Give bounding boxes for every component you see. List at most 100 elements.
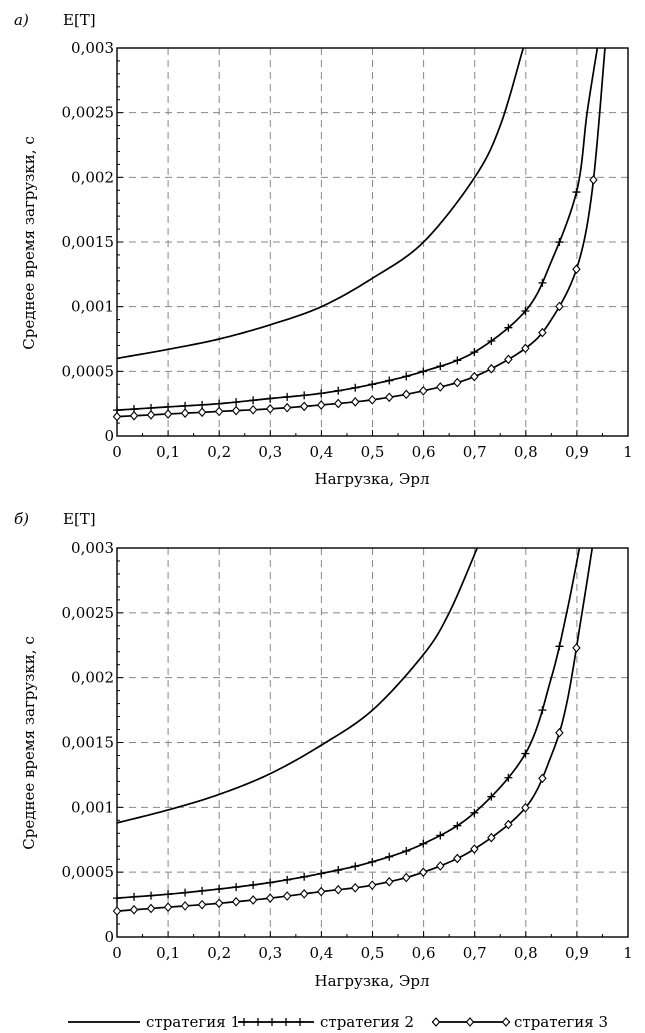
legend-swatch-strategy-3 xyxy=(431,1017,511,1027)
series-marker-strategy-3-a xyxy=(333,398,343,409)
x-tick-label-a: 0,7 xyxy=(463,443,487,461)
series-marker-strategy-3-b xyxy=(197,899,207,910)
series-marker-strategy-2-a xyxy=(470,348,479,357)
series-marker-strategy-3-a xyxy=(197,407,207,418)
series-marker-strategy-3-b xyxy=(487,832,496,843)
series-marker-strategy-3-b xyxy=(572,643,581,653)
panel-label-a: а) xyxy=(14,11,29,29)
legend-swatch-marker-3 xyxy=(431,1017,441,1027)
series-marker-strategy-3-b xyxy=(538,773,547,784)
series-marker-strategy-2-b xyxy=(402,846,411,855)
y-tick-label-b: 0,001 xyxy=(71,798,114,816)
series-marker-strategy-3-b xyxy=(282,891,292,901)
series-marker-strategy-2-a xyxy=(283,392,292,401)
series-marker-strategy-2-a xyxy=(334,386,343,395)
y-tick-label-b: 0,0025 xyxy=(62,604,115,622)
series-marker-strategy-2-a xyxy=(266,394,275,403)
series-marker-strategy-3-a xyxy=(180,408,190,418)
y-tick-label-b: 0,0015 xyxy=(62,734,115,752)
series-marker-strategy-2-b xyxy=(181,888,190,897)
x-tick-label-b: 0,3 xyxy=(258,944,282,962)
series-marker-strategy-3-a xyxy=(163,409,173,419)
chart-panel-a: а) E[T] Нагрузка, Эрл Среднее время загр… xyxy=(14,11,633,488)
series-marker-strategy-3-b xyxy=(129,904,139,915)
y-tick-label-b: 0,002 xyxy=(71,669,114,687)
x-tick-label-a: 0 xyxy=(112,443,122,461)
legend-swatch-marker-3 xyxy=(465,1017,475,1027)
series-marker-strategy-3-b xyxy=(453,853,462,864)
series-marker-strategy-2-b xyxy=(266,878,275,887)
x-tick-label-a: 1 xyxy=(623,443,633,461)
series-marker-strategy-2-b xyxy=(470,808,479,817)
series-marker-strategy-3-a xyxy=(521,343,530,354)
series-marker-strategy-3-a xyxy=(538,327,547,338)
legend-swatch-marker-2 xyxy=(296,1018,304,1026)
series-marker-strategy-3-b xyxy=(214,898,224,909)
chart-panel-b: б) E[T] Нагрузка, Эрл Среднее время загр… xyxy=(14,510,633,990)
series-marker-strategy-2-a xyxy=(504,323,513,332)
series-marker-strategy-3-a xyxy=(248,404,258,415)
x-tick-label-b: 0,2 xyxy=(207,944,231,962)
y-title-a: E[T] xyxy=(63,11,96,29)
series-marker-strategy-2-b xyxy=(130,892,139,901)
series-marker-strategy-3-a xyxy=(299,401,309,412)
series-line-strategy-3-a xyxy=(116,47,606,418)
series-marker-strategy-3-a xyxy=(316,400,326,410)
y-tick-label-a: 0,0015 xyxy=(62,233,115,251)
series-marker-strategy-3-a xyxy=(419,385,428,396)
series-marker-strategy-3-b xyxy=(555,727,564,738)
series-marker-strategy-2-a xyxy=(436,362,445,371)
series-marker-strategy-3-b xyxy=(163,902,173,913)
y-title-b: E[T] xyxy=(63,510,96,528)
x-tick-label-b: 0,4 xyxy=(309,944,333,962)
legend-label-strategy-2: стратегия 2 xyxy=(320,1013,414,1031)
y-tick-label-a: 0,003 xyxy=(71,39,114,57)
x-tick-label-b: 0,1 xyxy=(156,944,180,962)
series-marker-strategy-2-b xyxy=(419,839,428,848)
series-marker-strategy-2-a xyxy=(232,398,241,407)
series-marker-strategy-3-a xyxy=(112,411,122,422)
series-marker-strategy-3-b xyxy=(333,884,343,895)
legend-swatch-marker-2 xyxy=(240,1018,248,1026)
x-tick-label-b: 0 xyxy=(112,944,122,962)
series-marker-strategy-3-a xyxy=(231,405,241,416)
series-marker-strategy-3-b xyxy=(350,882,360,893)
series-marker-strategy-3-a xyxy=(265,404,275,414)
x-axis-label-b: Нагрузка, Эрл xyxy=(315,972,430,990)
x-tick-label-b: 0,6 xyxy=(412,944,436,962)
x-tick-label-b: 1 xyxy=(623,944,633,962)
x-tick-label-b: 0,8 xyxy=(514,944,538,962)
y-tick-label-b: 0,0005 xyxy=(62,863,115,881)
y-tick-label-a: 0,0005 xyxy=(62,362,115,380)
x-tick-label-a: 0,2 xyxy=(207,443,231,461)
series-line-strategy-2-b xyxy=(116,547,581,899)
series-marker-strategy-2-b xyxy=(453,821,462,830)
series-marker-strategy-2-b xyxy=(538,706,547,715)
series-marker-strategy-2-a xyxy=(521,307,530,316)
series-marker-strategy-2-a xyxy=(351,383,360,392)
series-marker-strategy-3-a xyxy=(146,410,156,420)
y-axis-label-b: Среднее время загрузки, с xyxy=(20,636,38,849)
legend-swatch-marker-2 xyxy=(254,1018,262,1026)
y-tick-label-a: 0 xyxy=(104,427,114,445)
series-line-strategy-2-a xyxy=(116,47,599,411)
series-marker-strategy-2-b xyxy=(385,852,394,861)
series-marker-strategy-2-b xyxy=(436,831,445,840)
legend-swatch-marker-3 xyxy=(501,1017,511,1027)
series-marker-strategy-2-b xyxy=(300,872,309,881)
x-tick-label-a: 0,4 xyxy=(309,443,333,461)
x-axis-label-a: Нагрузка, Эрл xyxy=(315,470,430,488)
series-marker-strategy-2-b xyxy=(504,773,513,782)
series-marker-strategy-3-a xyxy=(350,397,360,407)
series-marker-strategy-3-b xyxy=(385,876,394,887)
series-marker-strategy-3-a xyxy=(214,406,224,417)
series-marker-strategy-2-a xyxy=(538,278,547,287)
series-marker-strategy-3-b xyxy=(521,802,530,813)
series-marker-strategy-2-a xyxy=(487,336,496,345)
series-marker-strategy-3-b xyxy=(146,903,156,914)
y-axis-label-a: Среднее время загрузки, с xyxy=(20,136,38,349)
series-marker-strategy-2-b xyxy=(317,869,326,878)
plot-frame-b xyxy=(116,547,629,938)
x-tick-label-a: 0,3 xyxy=(258,443,282,461)
